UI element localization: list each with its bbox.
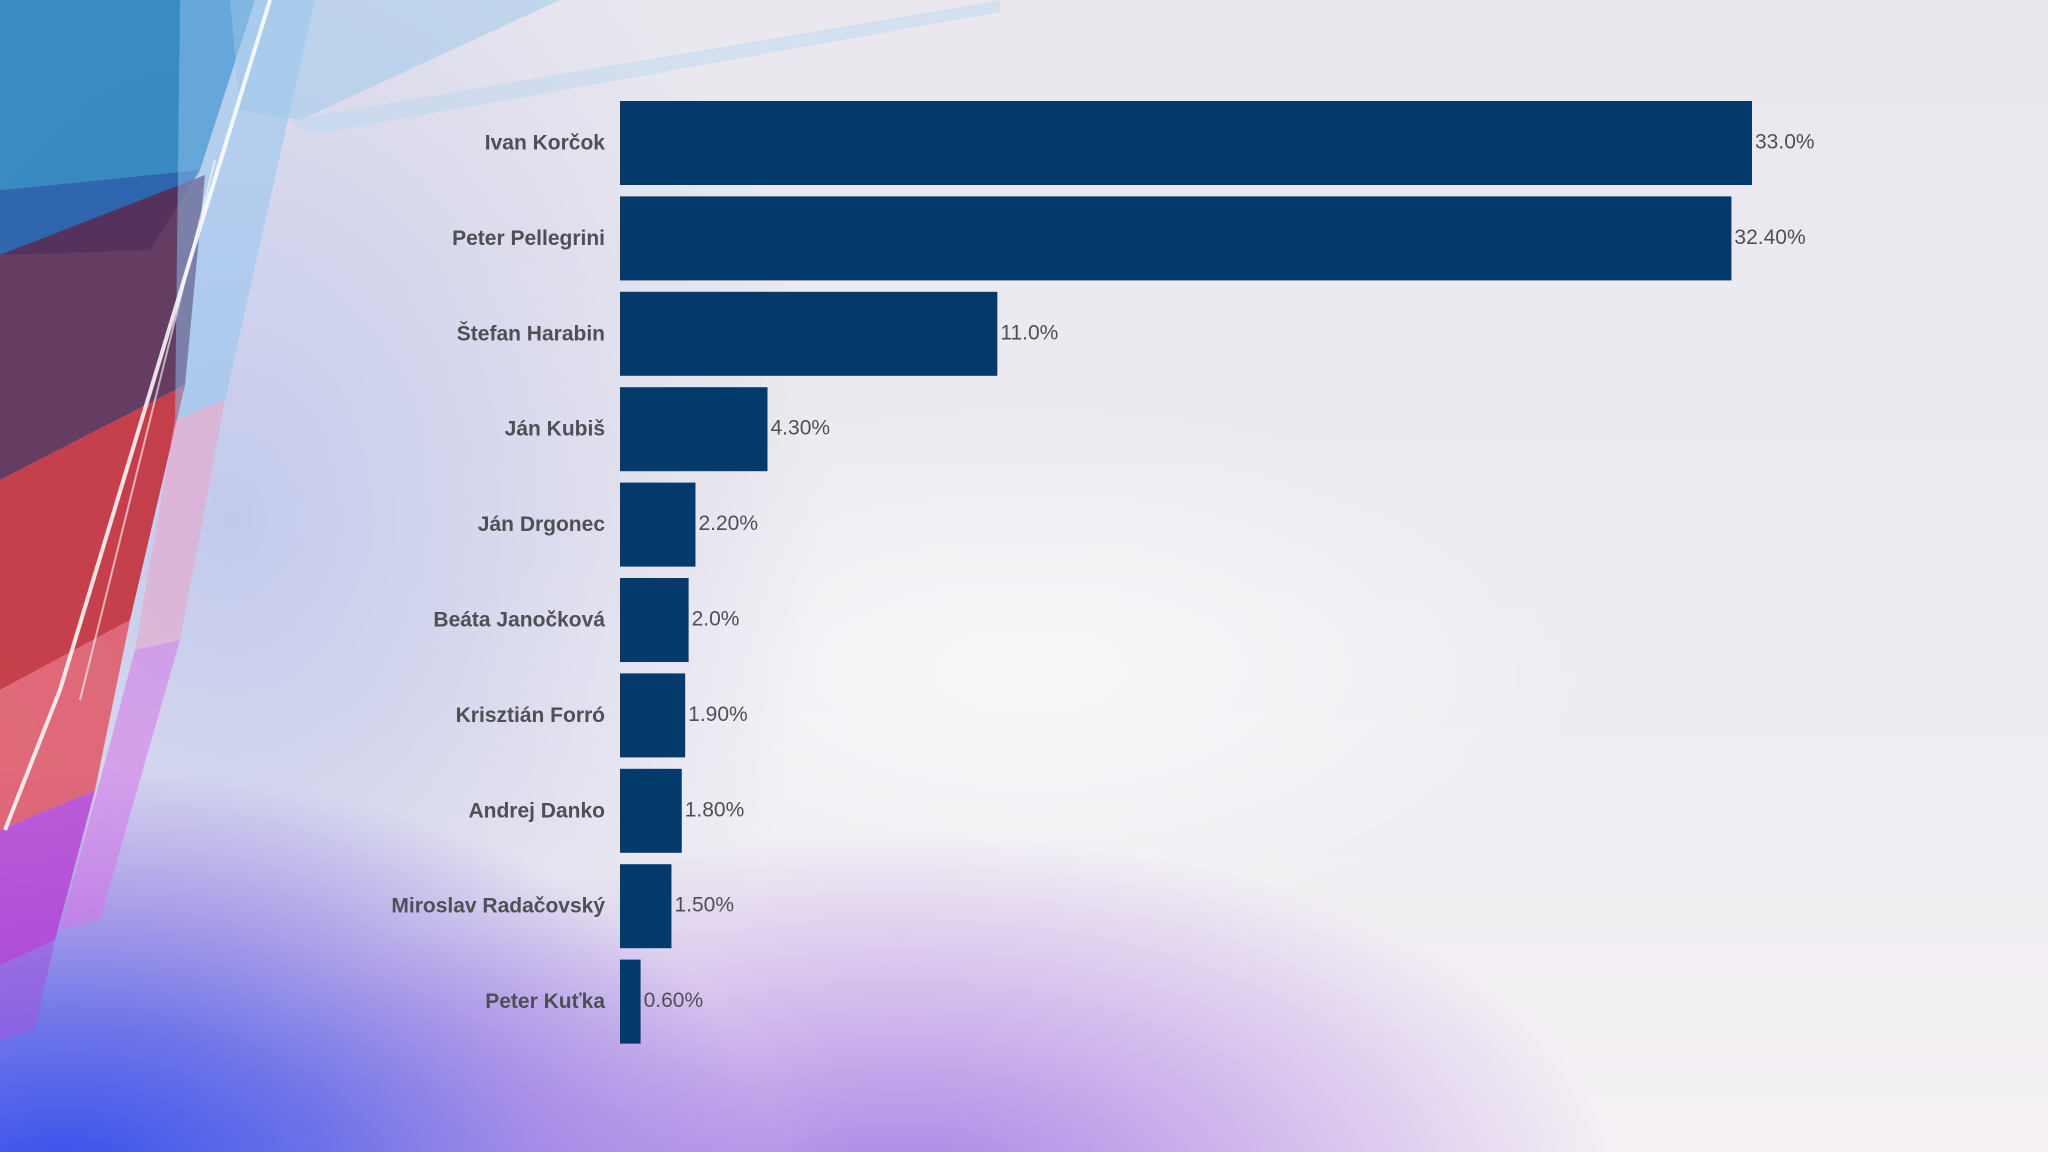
bar [620,578,689,662]
bar [620,387,768,472]
bar [620,291,998,376]
category-label: Miroslav Radačovský [391,895,605,918]
bar [620,482,696,567]
category-label: Peter Pellegrini [452,227,605,250]
bar [620,673,686,758]
value-label: 1.50% [674,894,734,917]
value-label: 33.0% [1755,131,1815,154]
bar [620,959,641,1044]
category-label: Krisztián Forró [456,704,605,727]
value-label: 11.0% [1000,321,1058,344]
category-label: Ján Drgonec [478,513,606,536]
value-label: 1.80% [685,798,745,821]
category-label: Peter Kuťka [485,990,605,1013]
bar [620,864,672,949]
value-label: 1.90% [688,703,748,726]
bar [620,768,682,853]
value-label: 2.0% [692,608,740,631]
value-label: 2.20% [698,512,758,535]
bar [620,101,1752,185]
value-label: 4.30% [771,417,831,440]
category-label: Andrej Danko [468,799,605,822]
category-label: Beáta Janočková [433,609,605,632]
bar [620,196,1732,281]
category-label: Ján Kubiš [505,418,605,441]
value-label: 0.60% [644,989,704,1012]
category-label: Ivan Korčok [485,132,606,155]
category-label: Štefan Harabin [457,321,605,345]
value-label: 32.40% [1734,226,1805,249]
